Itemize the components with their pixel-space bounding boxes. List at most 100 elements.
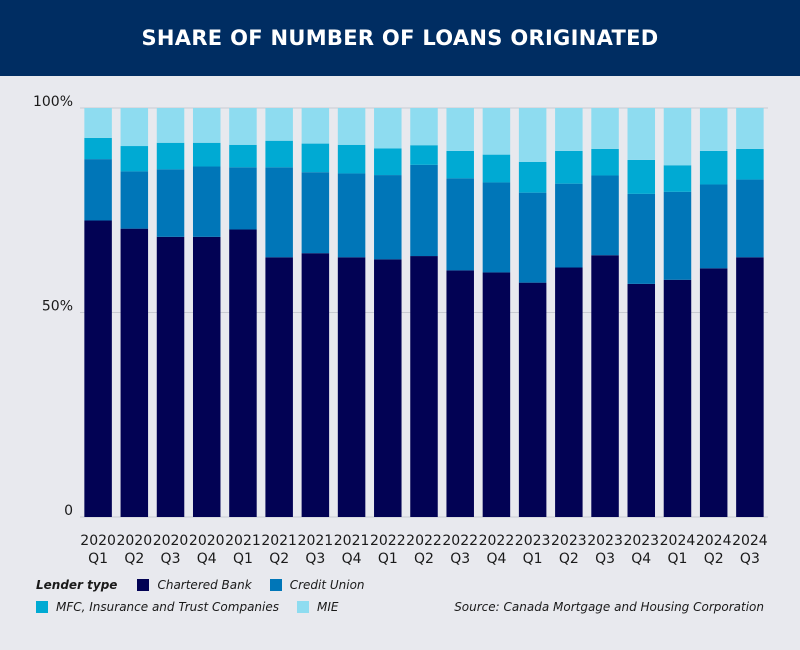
legend-title: Lender type [36,578,118,592]
bar-segment [555,267,583,517]
x-tick-label-year: 2021 [334,533,370,549]
bar-segment [337,108,366,145]
bar-segment [84,137,112,160]
bar-segment [265,140,293,168]
x-tick-label-year: 2022 [479,533,515,549]
y-tick-label: 0 [64,503,73,519]
legend-item-chartered-bank: Chartered Bank [137,578,252,592]
bar-segment [446,270,474,517]
bar-segment [120,228,149,517]
bar-segment [337,144,366,174]
bar-segment [192,142,221,167]
bar-segment [699,268,728,517]
bar-segment [663,165,692,192]
x-tick-label-year: 2021 [298,533,334,549]
bar-segment [446,150,474,179]
x-tick-label-year: 2024 [696,533,732,549]
x-tick-label-year: 2021 [225,533,261,549]
bar-segment [229,108,257,145]
x-tick-label-quarter: Q1 [668,551,688,567]
legend-item-mfc: MFC, Insurance and Trust Companies [36,600,279,614]
legend-label-chartered-bank: Chartered Bank [157,578,252,592]
bar-segment [627,159,656,194]
bar-segment [192,166,221,237]
legend-label-mfc: MFC, Insurance and Trust Companies [56,600,280,614]
bar-segment [663,279,692,517]
x-tick-label-quarter: Q2 [414,551,434,567]
x-tick-label-quarter: Q2 [269,551,289,567]
x-tick-label-quarter: Q1 [88,551,108,567]
bar-segment [301,253,330,517]
bar-segment [374,108,402,149]
bar-segment [156,169,185,237]
bar-segment [736,108,764,149]
legend-item-credit-union: Credit Union [269,578,365,592]
bar-segment [120,146,149,172]
bar-segment [627,193,656,284]
bar-segment [337,173,366,258]
legend-swatch-chartered-bank [137,579,150,591]
x-tick-label-year: 2020 [189,533,225,549]
bar-segment [446,108,474,151]
bar-segment [120,171,149,229]
x-tick-label-year: 2022 [370,533,406,549]
bar-segment [446,178,474,271]
bar-segment [518,161,547,193]
x-tick-label-quarter: Q3 [740,551,760,567]
legend-row-1: Lender type Chartered Bank Credit Union [36,578,383,592]
bar-segment [591,148,619,176]
x-tick-label-year: 2022 [406,533,442,549]
x-tick-label-year: 2024 [732,533,768,549]
bar-segment [265,167,293,258]
x-tick-label-quarter: Q4 [631,551,651,567]
bar-segment [120,108,149,147]
legend-swatch-credit-union [269,579,282,591]
x-tick-label-quarter: Q1 [233,551,253,567]
legend-label-mie: MIE [317,600,339,614]
bar-segment [337,257,366,517]
bar-segment [627,108,656,160]
bar-segment [736,179,764,258]
bar-segment [591,108,619,149]
x-tick-label-quarter: Q2 [559,551,579,567]
legend-item-mie: MIE [297,600,339,614]
x-tick-label-year: 2023 [551,533,587,549]
bar-segment [156,236,185,517]
chart-header: SHARE OF NUMBER OF LOANS ORIGINATED [0,0,800,76]
bar-segment [156,142,185,170]
legend-label-credit-union: Credit Union [289,578,365,592]
x-tick-label-quarter: Q1 [378,551,398,567]
bar-segment [229,167,257,230]
y-tick-label: 50% [42,299,73,315]
bar-segment [265,108,293,141]
bar-segment [591,175,619,256]
bar-segment [555,108,583,151]
x-tick-label-year: 2020 [153,533,189,549]
bar-segment [699,108,728,151]
bar-segment [84,159,112,221]
bar-segment [736,257,764,517]
bar-segment [301,172,330,254]
bar-segment [410,164,438,257]
x-tick-label-quarter: Q4 [486,551,506,567]
bar-segment [699,184,728,269]
bar-segment [555,150,583,184]
bar-segment [699,150,728,185]
bar-segment [555,183,583,268]
x-tick-label-year: 2023 [515,533,551,549]
bar-segment [482,108,511,155]
bar-segment [374,175,402,260]
bar-segment [482,272,511,517]
bar-segment [84,108,112,138]
x-tick-label-quarter: Q3 [161,551,181,567]
x-tick-label-year: 2024 [660,533,696,549]
bar-segment [518,282,547,517]
x-tick-label-year: 2023 [587,533,623,549]
source-note: Source: Canada Mortgage and Housing Corp… [454,600,764,614]
x-tick-label-quarter: Q2 [704,551,724,567]
bar-segment [192,108,221,143]
x-tick-label-year: 2021 [261,533,297,549]
chart-title: SHARE OF NUMBER OF LOANS ORIGINATED [141,26,659,50]
bar-segment [229,144,257,168]
x-tick-label-year: 2020 [80,533,116,549]
